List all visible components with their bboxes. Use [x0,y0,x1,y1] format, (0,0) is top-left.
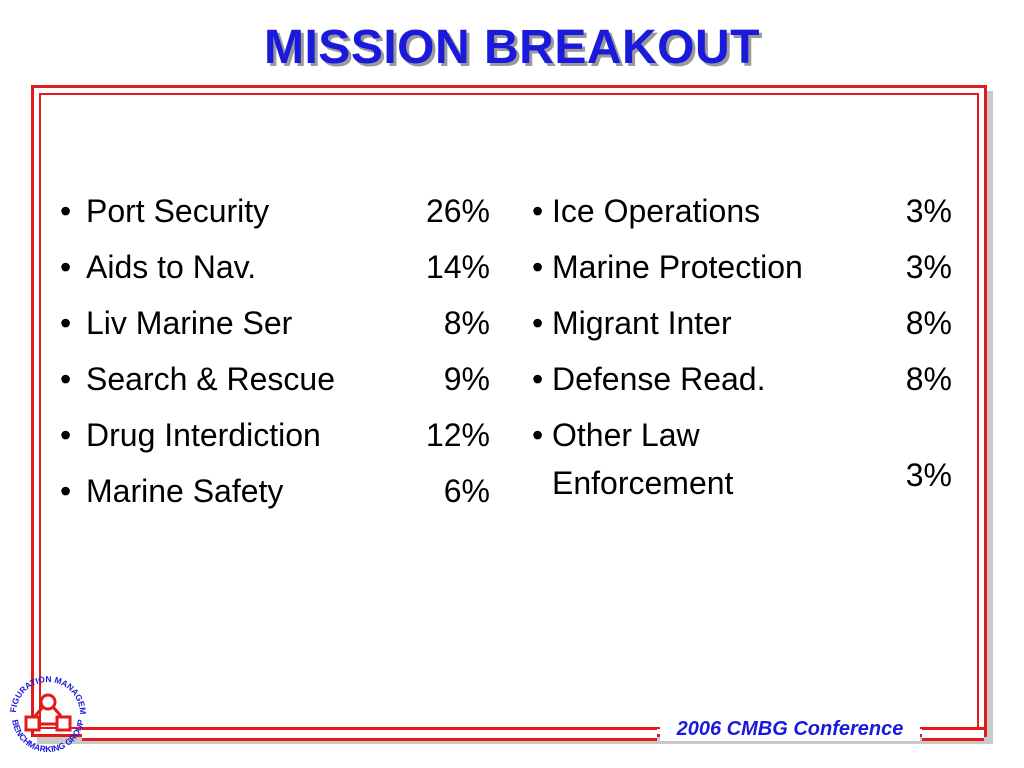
mission-percent: 8% [443,305,490,341]
bullet: • [532,249,544,285]
list-item: • Port Security 26% [60,183,490,239]
list-item: • Other Law Enforcement 3% [532,407,952,507]
mission-percent: 26% [425,193,490,229]
footer-rule-right [922,727,984,741]
mission-label: Marine Safety [86,473,284,509]
mission-percent: 3% [905,457,952,493]
bullet: • [60,193,72,229]
bullet: • [60,473,72,509]
mission-label: Ice Operations [552,193,761,229]
bullet: • [60,417,72,453]
bullet: • [60,361,72,397]
footer-conference-label: 2006 CMBG Conference [660,718,920,741]
mission-label: Other Law Enforcement [552,417,734,501]
mission-label: Drug Interdiction [86,417,321,453]
mission-label: Liv Marine Ser [86,305,293,341]
list-item: • Marine Safety 6% [60,463,490,519]
mission-label: Defense Read. [552,361,766,397]
mission-label: Marine Protection [552,249,803,285]
list-item: • Ice Operations 3% [532,183,952,239]
mission-percent: 8% [905,305,952,341]
bullet: • [532,417,544,453]
bullet: • [532,305,544,341]
left-mission-list: • Port Security 26% • Aids to Nav. 14% •… [60,183,490,519]
mission-label: Search & Rescue [86,361,336,397]
list-item: • Search & Rescue 9% [60,351,490,407]
list-item: • Defense Read. 8% [532,351,952,407]
mission-percent: 9% [443,361,490,397]
mission-label: Migrant Inter [552,305,732,341]
list-item: • Migrant Inter 8% [532,295,952,351]
list-item: • Marine Protection 3% [532,239,952,295]
mission-percent: 3% [905,249,952,285]
list-item: • Aids to Nav. 14% [60,239,490,295]
bullet: • [532,193,544,229]
footer-rule-left [82,727,657,741]
right-mission-list: • Ice Operations 3% • Marine Protection … [532,183,952,507]
mission-label: Port Security [86,193,270,229]
bullet: • [60,249,72,285]
bullet: • [532,361,544,397]
list-item: • Liv Marine Ser 8% [60,295,490,351]
mission-percent: 14% [425,249,490,285]
mission-label: Aids to Nav. [86,249,257,285]
mission-percent: 3% [905,193,952,229]
slide-title: MISSION BREAKOUT [263,21,760,74]
mission-percent: 8% [905,361,952,397]
mission-percent: 12% [425,417,490,453]
bullet: • [60,305,72,341]
cmbg-logo-icon: CONFIGURATION MANAGEMENT BENCHMARKING GR… [2,664,88,754]
list-item: • Drug Interdiction 12% [60,407,490,463]
mission-percent: 6% [443,473,490,509]
